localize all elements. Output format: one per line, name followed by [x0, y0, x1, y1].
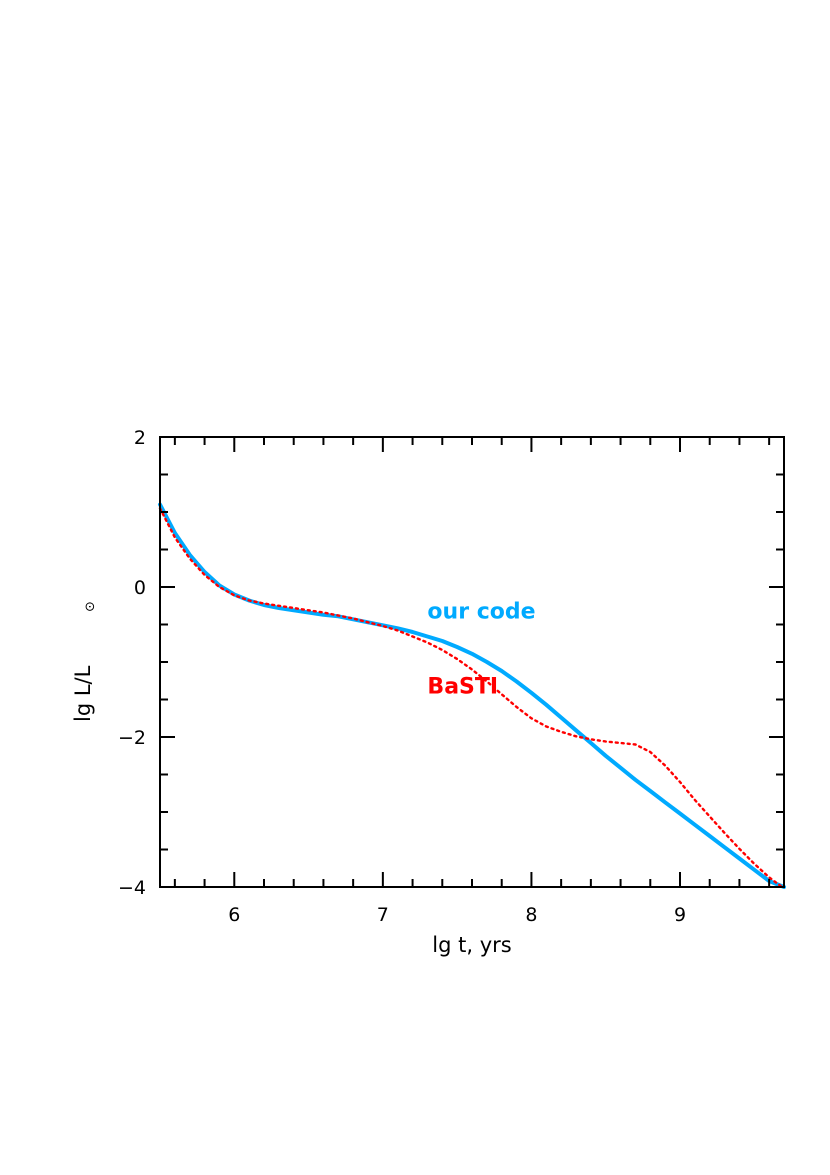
x-tick-label: 9 [674, 904, 686, 926]
y-tick-label: −4 [118, 877, 146, 899]
y-tick-label: 0 [134, 577, 146, 599]
x-axis-label: lg t, yrs [432, 933, 511, 957]
series-layer [158, 502, 786, 890]
x-tick-label: 6 [228, 904, 240, 926]
x-tick-label: 7 [377, 904, 389, 926]
x-tick-label: 8 [525, 904, 537, 926]
series-label-our-code: our code [427, 600, 535, 625]
series-label-basti: BaSTI [427, 675, 498, 700]
ticks-layer [160, 436, 784, 888]
y-axis-label-subscript: ⊙ [83, 601, 98, 612]
y-tick-label: −2 [118, 727, 146, 749]
series-line-our-code [158, 502, 786, 889]
y-axis-label-main: lg L/L [71, 665, 95, 722]
tick-labels: 6 7 8 9 −4 −2 0 2 [118, 427, 686, 926]
y-tick-label: 2 [134, 427, 146, 449]
y-axis-label: lg L/L ⊙ [71, 601, 98, 722]
series-line-basti [158, 507, 786, 890]
